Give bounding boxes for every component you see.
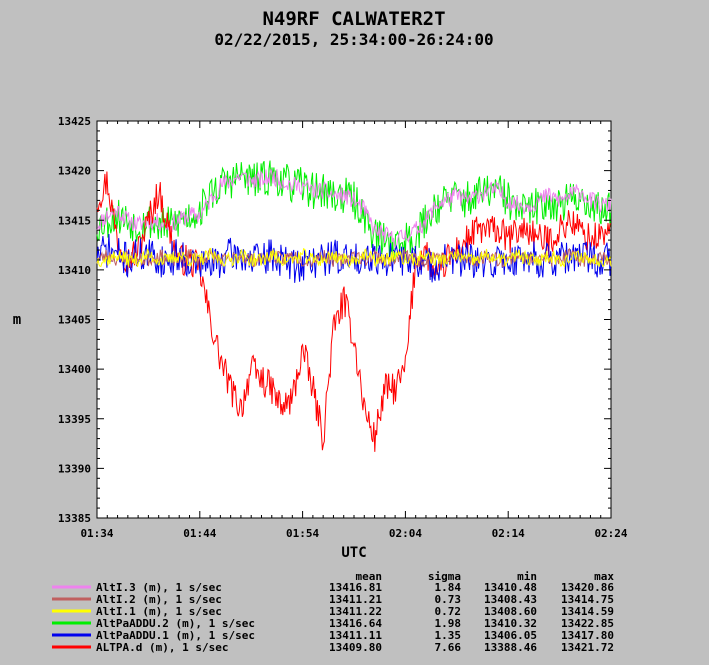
- y-tick-label: 13385: [58, 512, 91, 525]
- legend-series-name: AltPaADDU.2 (m), 1 s/sec: [96, 617, 255, 630]
- y-tick-label: 13420: [58, 165, 91, 178]
- x-axis-label: UTC: [341, 545, 366, 561]
- stats-min-value: 13408.43: [484, 593, 537, 606]
- stats-mean-value: 13416.64: [329, 617, 382, 630]
- stats-header-min: min: [517, 570, 537, 583]
- axes-layer: 13385 13390 13395 13400 13405 13410 13415 13420…: [58, 115, 628, 540]
- stats-header-sigma: sigma: [428, 570, 461, 583]
- stats-max-value: 13414.75: [561, 593, 614, 606]
- stats-header-max: max: [594, 570, 614, 583]
- x-tick-label: 02:14: [492, 527, 525, 540]
- stats-max-value: 13420.86: [561, 581, 614, 594]
- stats-sigma-value: 0.73: [435, 593, 462, 606]
- chart-subtitle: 02/22/2015, 25:34:00-26:24:00: [214, 30, 493, 49]
- x-tick-label: 01:34: [80, 527, 113, 540]
- stats-min-value: 13410.48: [484, 581, 537, 594]
- series-layer: [96, 160, 612, 452]
- stats-max-value: 13417.80: [561, 629, 614, 642]
- stats-header-mean: mean: [356, 570, 383, 583]
- legend-series-name: AltI.1 (m), 1 s/sec: [96, 605, 222, 618]
- y-tick-label: 13395: [58, 413, 91, 426]
- stats-sigma-value: 1.98: [435, 617, 462, 630]
- legend-series-name: ALTPA.d (m), 1 s/sec: [96, 641, 228, 654]
- y-axis-label: m: [13, 312, 21, 328]
- stats-mean-value: 13411.11: [329, 629, 382, 642]
- y-tick-label: 13405: [58, 314, 91, 327]
- y-tick-label: 13425: [58, 115, 91, 128]
- x-tick-label: 02:24: [594, 527, 627, 540]
- legend-series-name: AltI.2 (m), 1 s/sec: [96, 593, 222, 606]
- x-tick-label: 01:54: [286, 527, 319, 540]
- y-tick-label: 13390: [58, 462, 91, 475]
- stats-mean-value: 13409.80: [329, 641, 382, 654]
- stats-sigma-value: 7.66: [435, 641, 462, 654]
- series-line-0: [96, 168, 612, 250]
- legend-stats-table: mean sigma min max AltI.3 (m), 1 s/sec 13416.…: [52, 570, 614, 654]
- series-line-2: [96, 247, 612, 269]
- stats-max-value: 13414.59: [561, 605, 614, 618]
- series-line-5: [96, 171, 611, 452]
- y-tick-label: 13415: [58, 214, 91, 227]
- stats-mean-value: 13411.21: [329, 593, 382, 606]
- legend-series-name: AltPaADDU.1 (m), 1 s/sec: [96, 629, 255, 642]
- chart-title: N49RF CALWATER2T: [262, 8, 445, 30]
- stats-mean-value: 13411.22: [329, 605, 382, 618]
- stats-mean-value: 13416.81: [329, 581, 382, 594]
- x-tick-label: 02:04: [389, 527, 422, 540]
- legend-series-name: AltI.3 (m), 1 s/sec: [96, 581, 222, 594]
- x-tick-label: 01:44: [183, 527, 216, 540]
- stats-min-value: 13388.46: [484, 641, 537, 654]
- stats-sigma-value: 0.72: [435, 605, 462, 618]
- y-tick-label: 13400: [58, 363, 91, 376]
- stats-min-value: 13406.05: [484, 629, 537, 642]
- stats-min-value: 13410.32: [484, 617, 537, 630]
- y-tick-label: 13410: [58, 264, 91, 277]
- stats-sigma-value: 1.84: [435, 581, 462, 594]
- stats-max-value: 13421.72: [561, 641, 614, 654]
- stats-max-value: 13422.85: [561, 617, 614, 630]
- plot-area: [96, 120, 612, 519]
- stats-min-value: 13408.60: [484, 605, 537, 618]
- stats-sigma-value: 1.35: [435, 629, 462, 642]
